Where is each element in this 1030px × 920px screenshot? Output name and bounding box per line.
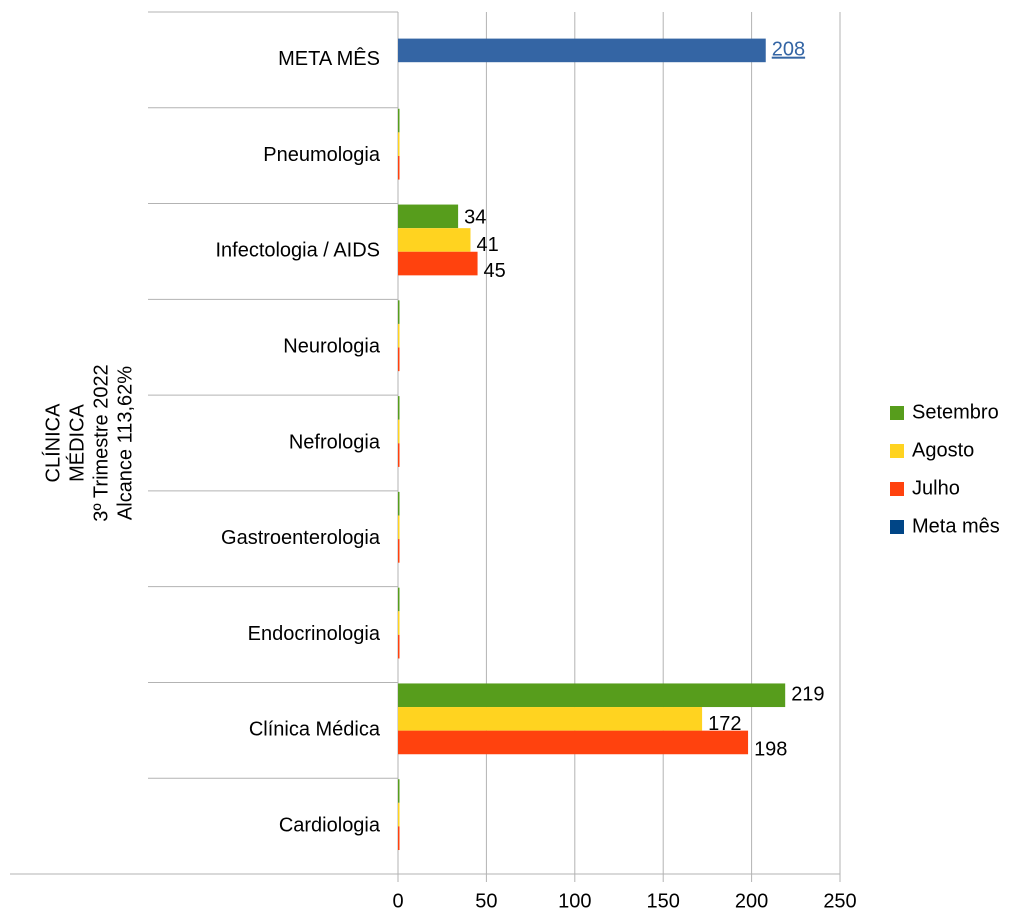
bar: [398, 419, 400, 444]
legend-swatch: [890, 406, 904, 420]
value-label: 41: [476, 234, 498, 256]
x-tick-label: 50: [475, 890, 497, 912]
bar: [398, 108, 400, 133]
x-tick-label: 100: [558, 890, 591, 912]
bar: [398, 132, 400, 156]
x-tick-label: 250: [823, 890, 856, 912]
x-tick-label: 200: [735, 890, 768, 912]
bar: [398, 634, 400, 659]
y-axis-title-line: 3º Trimestre 2022: [90, 364, 112, 521]
value-label: 208: [772, 39, 805, 61]
bar: [398, 539, 400, 563]
legend-label: Julho: [912, 477, 960, 499]
bar: [398, 779, 400, 803]
bar: [398, 155, 400, 180]
y-tick-label: Endocrinologia: [248, 623, 381, 645]
y-tick-label: Nefrologia: [289, 431, 381, 453]
bar: [398, 515, 400, 540]
bar: [398, 323, 400, 348]
bar: [398, 683, 786, 708]
y-tick-label: Infectologia / AIDS: [215, 240, 380, 262]
bar: [398, 802, 400, 827]
legend-swatch: [890, 482, 904, 496]
x-tick-label: 0: [392, 890, 403, 912]
bar: [398, 300, 400, 324]
legend-swatch: [890, 444, 904, 458]
y-axis-title-line: MÉDICA: [65, 403, 88, 481]
legend-label: Setembro: [912, 401, 999, 423]
legend-label: Meta mês: [912, 515, 1000, 537]
y-tick-label: Gastroenterologia: [221, 527, 381, 549]
value-label: 45: [484, 260, 506, 282]
bar: [398, 38, 766, 63]
y-axis-title-line: Alcance 113,62%: [114, 366, 136, 520]
bar: [398, 396, 400, 420]
bar: [398, 204, 459, 229]
bar: [398, 347, 400, 372]
y-tick-label: META MÊS: [278, 47, 380, 70]
bar: [398, 707, 703, 731]
x-tick-label: 150: [647, 890, 680, 912]
value-label: 198: [754, 739, 787, 761]
y-axis-title-line: CLÍNICA: [41, 403, 64, 483]
value-label: 172: [708, 713, 741, 735]
value-label: 219: [791, 684, 824, 706]
y-tick-label: Cardiologia: [279, 814, 381, 836]
value-label: 34: [464, 207, 486, 229]
bar: [398, 826, 400, 851]
y-tick-label: Pneumologia: [263, 144, 381, 166]
bar: [398, 611, 400, 635]
bar: [398, 587, 400, 612]
y-tick-label: Clínica Médica: [249, 719, 381, 741]
bar: [398, 730, 749, 755]
bar: [398, 491, 400, 516]
y-axis-title: CLÍNICA MÉDICA 3º Trimestre 2022 Alcance 11…: [41, 364, 136, 521]
bar: [398, 443, 400, 467]
bar: [398, 251, 478, 276]
legend-swatch: [890, 520, 904, 534]
legend-label: Agosto: [912, 439, 974, 461]
y-tick-label: Neurologia: [283, 336, 381, 358]
bar: [398, 228, 471, 252]
